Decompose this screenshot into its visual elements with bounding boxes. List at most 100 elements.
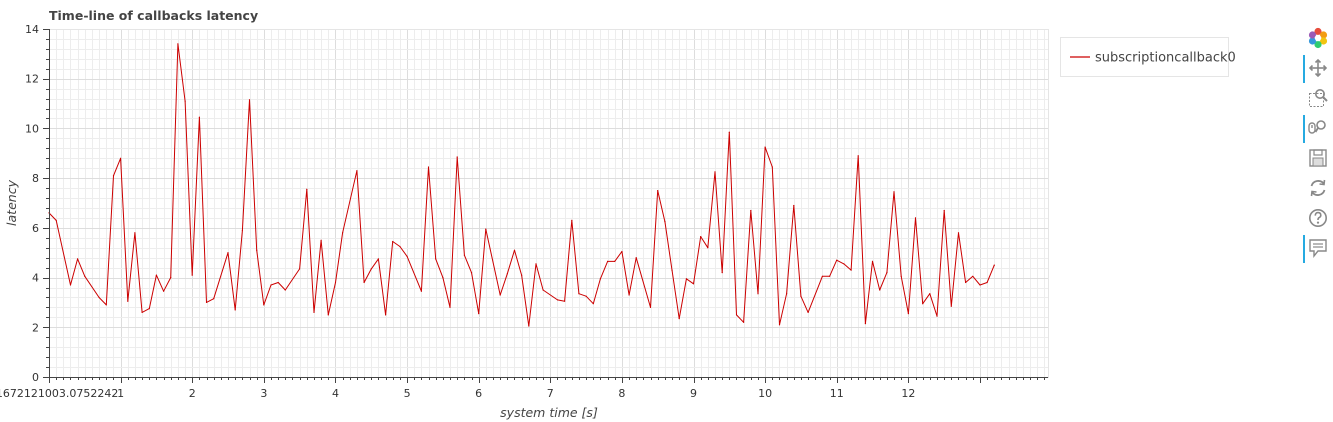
data-point: [427, 166, 430, 168]
data-point: [77, 258, 79, 260]
data-point: [786, 293, 788, 295]
pan-tool[interactable]: [1302, 54, 1332, 83]
data-point: [700, 236, 702, 238]
data-point: [986, 281, 988, 284]
data-point: [141, 311, 143, 313]
data-point: [313, 311, 315, 313]
data-point: [979, 284, 981, 286]
data-point: [134, 232, 136, 234]
data-point: [735, 314, 738, 316]
data-point: [392, 240, 394, 243]
help-tool[interactable]: [1302, 204, 1332, 232]
data-point: [478, 313, 480, 315]
data-point: [356, 170, 358, 172]
data-point: [499, 294, 501, 296]
data-point: [965, 281, 967, 284]
x-tick-label: 4: [332, 387, 339, 400]
data-point: [728, 131, 730, 133]
axes: 0+1672121003.075224212345678910111202468…: [0, 23, 1048, 400]
data-point: [571, 219, 573, 221]
data-point: [993, 264, 995, 266]
data-point: [900, 275, 902, 277]
data-point: [513, 249, 516, 251]
x-tick-label: 10: [758, 387, 772, 400]
data-point: [334, 281, 337, 284]
data-point: [836, 259, 838, 261]
data-point: [936, 315, 938, 317]
data-point: [213, 298, 215, 300]
x-tick-label: 9: [690, 387, 697, 400]
data-point: [485, 228, 487, 230]
data-point: [793, 204, 795, 207]
y-tick-label: 2: [32, 321, 39, 334]
y-tick-label: 14: [25, 23, 39, 36]
data-point: [84, 275, 86, 277]
data-point: [678, 318, 680, 320]
data-point: [55, 219, 57, 221]
data-point: [370, 268, 372, 270]
data-point: [592, 303, 594, 305]
data-point: [227, 252, 229, 254]
data-point: [922, 303, 924, 305]
data-point: [829, 275, 831, 277]
data-point: [120, 157, 122, 159]
data-point: [535, 263, 537, 265]
data-point: [621, 250, 623, 253]
data-point: [850, 269, 852, 271]
data-point: [893, 191, 895, 193]
x-tick-label: 5: [404, 387, 411, 400]
legend-label: subscriptioncallback0: [1095, 51, 1236, 66]
x-tick-label: 2: [189, 387, 196, 400]
data-point: [886, 272, 888, 274]
data-point: [743, 321, 745, 323]
data-point: [385, 314, 387, 316]
data-point: [277, 281, 279, 284]
series-layer: [48, 43, 995, 327]
x-tick-label: 6: [475, 387, 482, 400]
legend[interactable]: subscriptioncallback0: [1060, 37, 1236, 77]
data-point: [664, 221, 666, 223]
data-point: [564, 300, 566, 302]
data-point: [306, 188, 308, 190]
reset-tool[interactable]: [1302, 174, 1332, 202]
y-tick-label: 8: [32, 172, 39, 185]
bokeh-logo[interactable]: [1302, 24, 1332, 52]
hover-tool-icon: [1309, 239, 1327, 258]
data-point: [191, 274, 193, 276]
data-point: [241, 229, 243, 231]
data-point: [456, 156, 458, 158]
wheel-zoom-tool[interactable]: [1302, 114, 1332, 143]
data-point: [864, 323, 867, 325]
data-point: [599, 278, 602, 280]
y-tick-label: 6: [32, 222, 39, 235]
data-point: [671, 269, 673, 271]
data-point: [105, 304, 107, 306]
data-point: [98, 296, 100, 299]
help-tool-icon: [1309, 209, 1327, 227]
save-tool[interactable]: [1302, 144, 1332, 172]
data-point: [635, 257, 637, 259]
data-point: [556, 299, 559, 301]
data-point: [399, 245, 401, 248]
data-point: [435, 258, 437, 260]
data-point: [950, 305, 952, 307]
data-point: [757, 293, 759, 295]
data-point: [327, 314, 329, 316]
data-point: [127, 300, 129, 302]
series-line: [48, 43, 995, 327]
data-point: [578, 293, 580, 295]
data-point: [957, 232, 960, 234]
hover-tool[interactable]: [1302, 234, 1332, 263]
data-point: [442, 277, 444, 279]
data-point: [177, 43, 179, 45]
data-point: [420, 290, 422, 292]
box-zoom-tool[interactable]: [1302, 84, 1332, 112]
data-point: [607, 260, 609, 262]
data-point: [871, 260, 874, 262]
data-point: [692, 283, 695, 285]
data-point: [800, 295, 802, 297]
grid: [49, 29, 1048, 378]
data-point: [585, 295, 587, 297]
data-point: [506, 273, 508, 275]
